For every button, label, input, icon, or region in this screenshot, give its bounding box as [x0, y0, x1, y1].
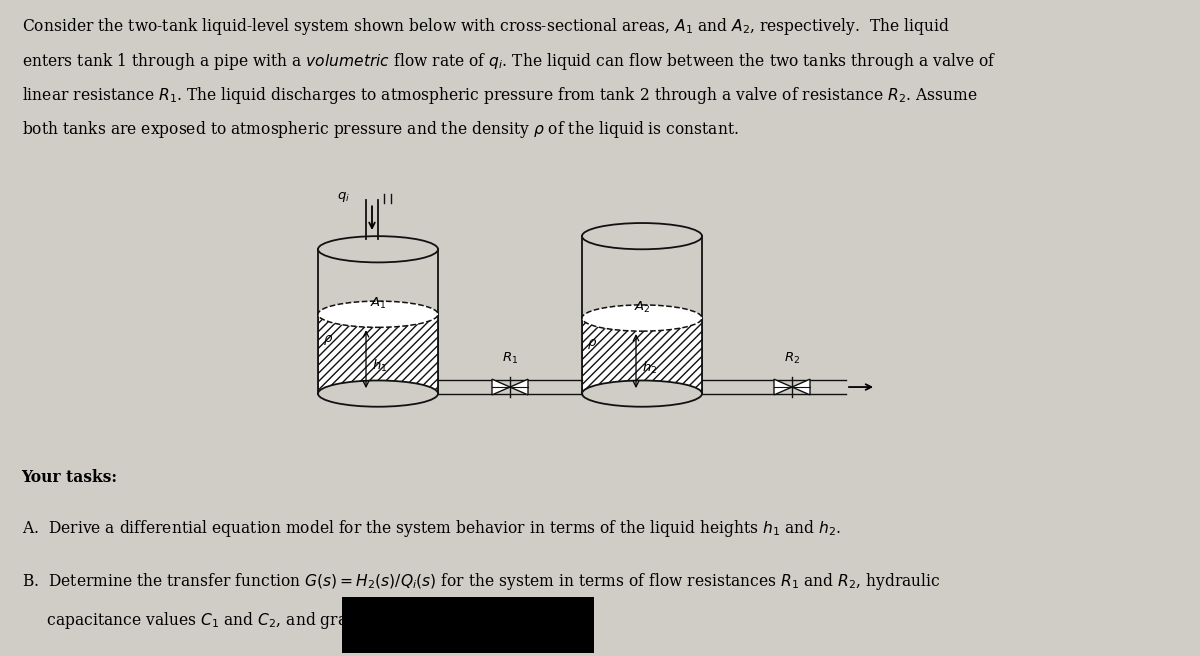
Text: B.  Determine the transfer function $G(s) = H_2(s)/Q_i(s)$ for the system in ter: B. Determine the transfer function $G(s)…	[22, 571, 941, 592]
Polygon shape	[492, 379, 510, 395]
Ellipse shape	[318, 236, 438, 262]
Bar	[318, 314, 438, 394]
Text: capacitance values $C_1$ and $C_2$, and gravity, $g$.: capacitance values $C_1$ and $C_2$, and …	[22, 610, 400, 631]
Ellipse shape	[318, 380, 438, 407]
Polygon shape	[774, 379, 792, 395]
Text: $A_1$: $A_1$	[370, 296, 386, 311]
Text: A.  Derive a differential equation model for the system behavior in terms of the: A. Derive a differential equation model …	[22, 518, 841, 539]
Text: $A_2$: $A_2$	[634, 300, 650, 315]
Text: $\rho$: $\rho$	[587, 337, 598, 351]
Bar	[582, 318, 702, 394]
Ellipse shape	[582, 305, 702, 331]
Text: $R_2$: $R_2$	[784, 351, 800, 366]
Text: linear resistance $R_1$. The liquid discharges to atmospheric pressure from tank: linear resistance $R_1$. The liquid disc…	[22, 85, 977, 106]
Ellipse shape	[582, 380, 702, 407]
Bar	[342, 597, 594, 653]
Text: enters tank 1 through a pipe with a $\it{volumetric}$ flow rate of $q_i$. The li: enters tank 1 through a pipe with a $\it…	[22, 51, 996, 72]
Ellipse shape	[582, 223, 702, 249]
Text: Consider the two-tank liquid-level system shown below with cross-sectional areas: Consider the two-tank liquid-level syste…	[22, 16, 949, 37]
Text: $R_1$: $R_1$	[502, 351, 518, 366]
Text: $h_1$: $h_1$	[372, 358, 388, 374]
Ellipse shape	[318, 301, 438, 327]
Polygon shape	[792, 379, 810, 395]
Text: Your tasks:: Your tasks:	[22, 469, 118, 486]
Text: $h_2$: $h_2$	[642, 359, 658, 376]
Text: both tanks are exposed to atmospheric pressure and the density $\rho$ of the liq: both tanks are exposed to atmospheric pr…	[22, 119, 738, 140]
Polygon shape	[510, 379, 528, 395]
Text: $\rho$: $\rho$	[323, 333, 334, 348]
Text: $q_i$: $q_i$	[337, 190, 350, 204]
